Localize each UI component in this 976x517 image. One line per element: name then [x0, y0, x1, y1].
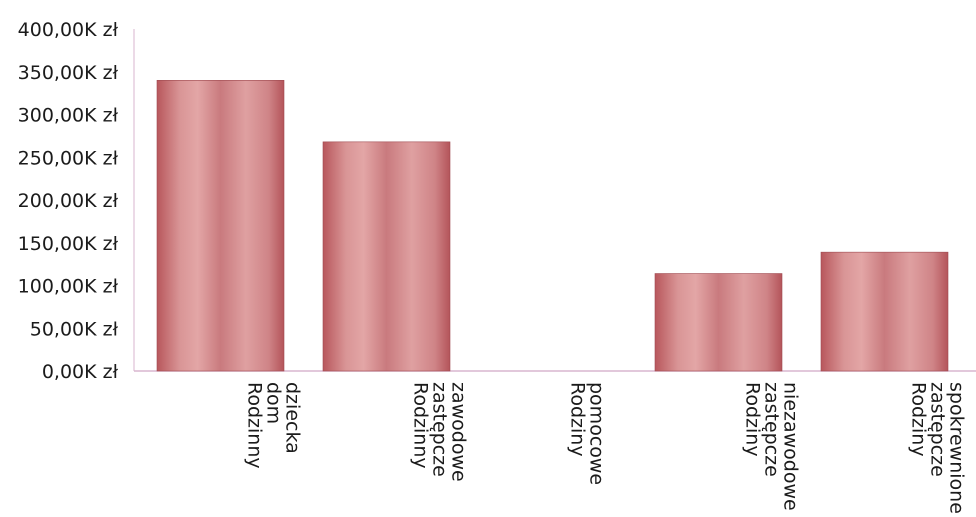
bar	[323, 142, 450, 371]
y-tick-label: 350,00K zł	[18, 62, 119, 84]
x-tick-label-line: spokrewnione	[946, 382, 968, 514]
y-tick-label: 300,00K zł	[18, 105, 119, 127]
y-tick-label: 400,00K zł	[18, 19, 119, 41]
x-tick-label-line: zastępcze	[761, 382, 783, 477]
y-tick-label: 250,00K zł	[18, 147, 119, 169]
bar	[157, 80, 284, 371]
bar	[655, 274, 782, 371]
y-tick-label: 100,00K zł	[18, 276, 119, 298]
y-tick-label: 50,00K zł	[30, 318, 119, 340]
bar	[821, 252, 948, 371]
y-tick-label: 200,00K zł	[18, 190, 119, 212]
x-tick-label-line: Rodzinny	[410, 382, 432, 469]
x-tick-label-line: dom	[263, 382, 285, 424]
x-tick-label-line: pomocowe	[586, 382, 608, 485]
x-tick-label-line: zastępcze	[429, 382, 451, 477]
x-tick-label-line: Rodziny	[908, 382, 930, 457]
x-tick-label-line: Rodziny	[567, 382, 589, 457]
y-axis-ticks: 0,00K zł 50,00K zł 100,00K zł 150,00K zł 200…	[18, 19, 119, 383]
x-tick-label-line: Rodzinny	[244, 382, 266, 469]
y-tick-label: 0,00K zł	[42, 361, 119, 383]
x-tick-label-line: dziecka	[282, 382, 304, 454]
bars	[157, 80, 948, 371]
y-tick-label: 150,00K zł	[18, 233, 119, 255]
x-tick-label-line: niezawodowe	[780, 382, 802, 511]
x-tick-label-line: zawodowe	[448, 382, 470, 482]
x-tick-label-line: zastępcze	[927, 382, 949, 477]
x-tick-label-line: Rodziny	[742, 382, 764, 457]
